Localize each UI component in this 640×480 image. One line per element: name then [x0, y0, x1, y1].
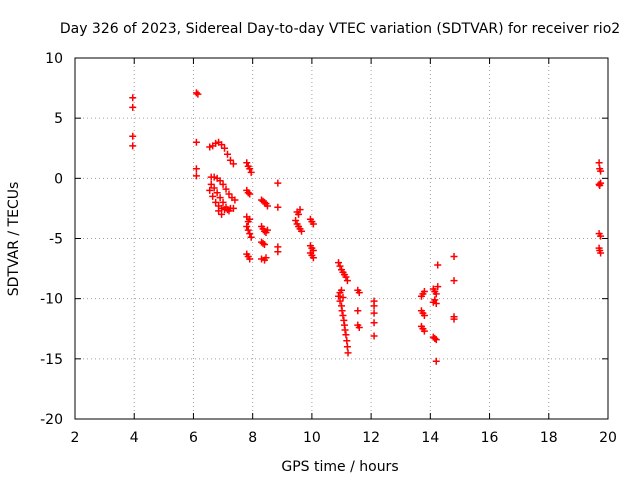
x-tick-label: 12 [362, 430, 380, 446]
data-point [344, 343, 351, 350]
data-point [245, 227, 252, 234]
y-tick-label: -10 [40, 292, 63, 308]
data-point [292, 217, 299, 224]
data-point [243, 223, 250, 230]
data-point [371, 310, 378, 317]
y-tick-label: 5 [54, 111, 63, 127]
x-axis-ticks: 2 4 6 8 10 12 14 16 18 20 [71, 58, 617, 446]
data-point [129, 94, 136, 101]
y-tick-label: -20 [40, 412, 63, 428]
data-point [248, 234, 255, 241]
data-point [335, 293, 342, 300]
data-point [431, 335, 438, 342]
x-tick-label: 10 [303, 430, 321, 446]
data-point [337, 263, 344, 270]
data-point [224, 151, 231, 158]
y-tick-label: -15 [40, 352, 63, 368]
x-tick-label: 4 [130, 430, 139, 446]
data-point [274, 204, 281, 211]
data-point [343, 337, 350, 344]
x-axis-label: GPS time / hours [281, 459, 398, 475]
data-point [194, 91, 201, 98]
data-point [371, 332, 378, 339]
y-tick-label: 0 [54, 171, 63, 187]
data-point [345, 349, 352, 356]
x-tick-label: 16 [481, 430, 499, 446]
data-point [371, 302, 378, 309]
data-point [354, 307, 361, 314]
grid-lines [75, 58, 608, 419]
data-point [371, 319, 378, 326]
data-point [596, 159, 603, 166]
data-point [193, 172, 200, 179]
x-tick-label: 14 [421, 430, 439, 446]
plot-area-frame [75, 58, 608, 419]
data-point [243, 159, 250, 166]
data-point [129, 142, 136, 149]
data-point [129, 133, 136, 140]
chart-title: Day 326 of 2023, Sidereal Day-to-day VTE… [60, 21, 620, 37]
sdtvar-scatter-chart: 2 4 6 8 10 12 14 16 18 20 -20 -15 -10 -5 0 5 10 Day 326… [0, 0, 640, 480]
data-point [274, 180, 281, 187]
y-tick-label: 10 [45, 51, 63, 67]
data-point [260, 240, 267, 247]
x-tick-label: 20 [599, 430, 617, 446]
data-point [339, 312, 346, 319]
data-point [434, 261, 441, 268]
y-axis-ticks: -20 -15 -10 -5 0 5 10 [40, 51, 608, 428]
data-point [209, 193, 216, 200]
data-point [339, 307, 346, 314]
data-point [193, 165, 200, 172]
x-tick-label: 18 [540, 430, 558, 446]
data-point [342, 331, 349, 338]
y-axis-label: SDTVAR / TECUs [6, 182, 22, 297]
data-point [193, 139, 200, 146]
data-point [129, 104, 136, 111]
data-point [193, 89, 200, 96]
data-point [451, 277, 458, 284]
x-tick-label: 2 [71, 430, 80, 446]
data-point [342, 326, 349, 333]
data-point [344, 277, 351, 284]
data-point [274, 248, 281, 255]
x-tick-label: 8 [248, 430, 257, 446]
data-point [433, 358, 440, 365]
y-tick-label: -5 [49, 232, 63, 248]
data-point [335, 259, 342, 266]
data-point [451, 253, 458, 260]
data-point [248, 169, 255, 176]
data-points [129, 89, 604, 364]
x-tick-label: 6 [189, 430, 198, 446]
data-point [246, 230, 253, 237]
